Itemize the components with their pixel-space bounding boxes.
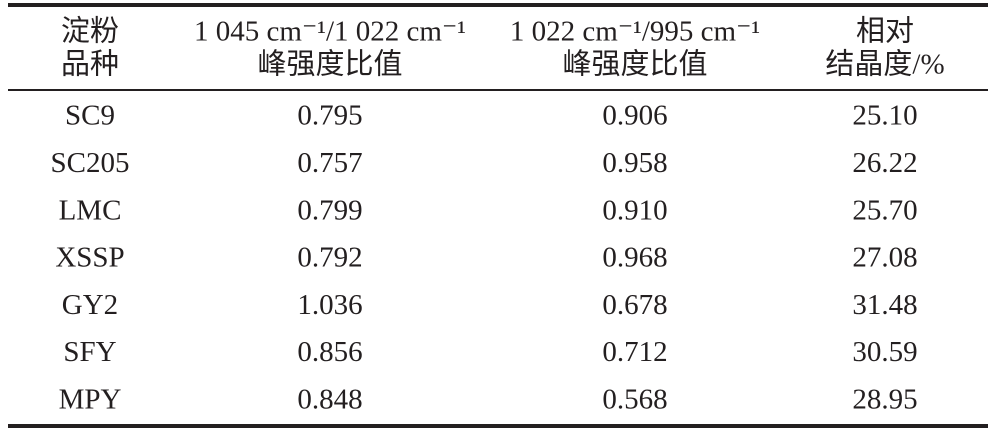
row-label: MPY (59, 383, 122, 415)
header-cell: 相对 (856, 15, 914, 48)
header-cell: 峰强度比值 (562, 48, 707, 81)
header-cell: 品种 (61, 48, 119, 81)
table-cell: 28.95 (852, 383, 917, 415)
row-label: LMC (59, 194, 122, 226)
row-label: SC9 (65, 100, 115, 132)
table-cell: 0.968 (602, 242, 667, 274)
header-cell: 淀粉 (61, 15, 119, 48)
row-label: SFY (63, 336, 116, 368)
table-cell: 0.848 (297, 383, 362, 415)
table-cell: 0.910 (602, 194, 667, 226)
table-cell: 25.10 (852, 100, 917, 132)
table-cell: 0.678 (602, 289, 667, 321)
header-cell: 1 022 cm⁻¹/995 cm⁻¹ (510, 16, 760, 48)
table-cell: 25.70 (852, 194, 917, 226)
header-cell: 1 045 cm⁻¹/1 022 cm⁻¹ (194, 16, 466, 48)
row-label: SC205 (51, 147, 130, 179)
table-cell: 0.856 (297, 336, 362, 368)
table-cell: 1.036 (297, 289, 362, 321)
table-cell: 0.799 (297, 194, 362, 226)
top-rule (8, 3, 988, 7)
table-cell: 0.568 (602, 383, 667, 415)
row-label: GY2 (62, 289, 118, 321)
table-cell: 0.906 (602, 100, 667, 132)
table-cell: 27.08 (852, 242, 917, 274)
table-cell: 0.958 (602, 147, 667, 179)
table-cell: 0.712 (602, 336, 667, 368)
table-cell: 0.795 (297, 100, 362, 132)
header-rule (8, 89, 988, 91)
table-cell: 26.22 (852, 147, 917, 179)
header-cell: 结晶度/% (825, 48, 944, 81)
table-cell: 30.59 (852, 336, 917, 368)
table-cell: 0.757 (297, 147, 362, 179)
table-cell: 0.792 (297, 242, 362, 274)
header-cell: 峰强度比值 (257, 48, 402, 81)
bottom-rule (8, 424, 988, 428)
row-label: XSSP (55, 242, 124, 274)
table-cell: 31.48 (852, 289, 917, 321)
